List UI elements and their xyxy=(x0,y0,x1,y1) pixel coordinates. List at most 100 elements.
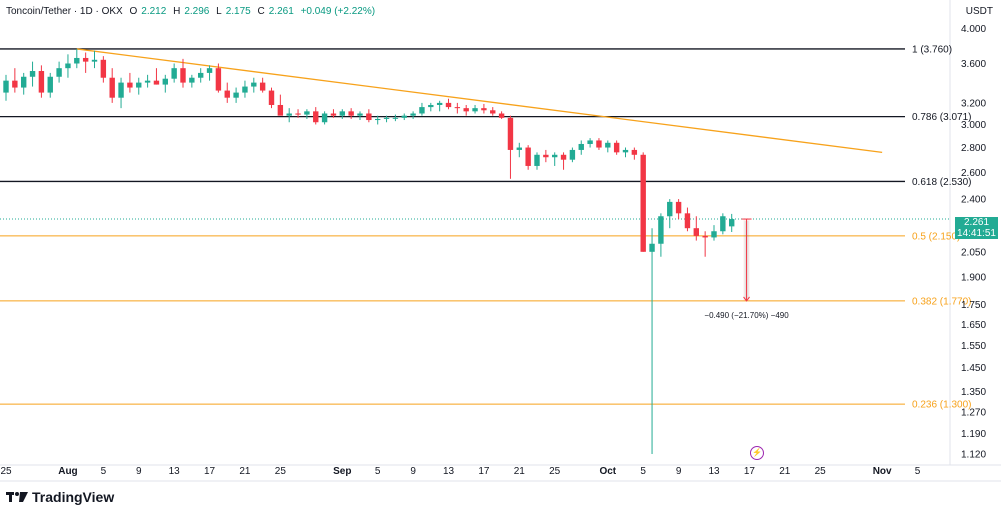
tradingview-logo: TradingView xyxy=(6,489,114,505)
candle xyxy=(436,100,443,112)
candle-body xyxy=(481,108,487,111)
candle xyxy=(251,77,257,93)
candle xyxy=(410,111,416,119)
candle-body xyxy=(304,111,310,115)
candle-body xyxy=(596,140,602,148)
candle xyxy=(47,72,53,98)
candle xyxy=(552,152,558,166)
candle xyxy=(605,140,611,153)
candle-body xyxy=(109,77,115,98)
bar-countdown: 14:41:51 xyxy=(957,228,996,239)
time-tick-label: 9 xyxy=(410,466,416,477)
candle xyxy=(463,104,469,116)
candle xyxy=(233,87,239,103)
candle xyxy=(136,77,142,95)
candle-body xyxy=(419,107,425,114)
time-tick-label: 25 xyxy=(815,466,827,477)
candle xyxy=(357,111,363,121)
candle xyxy=(401,113,407,121)
candle-body xyxy=(21,76,27,88)
candle-body xyxy=(516,147,522,150)
close-value: 2.261 xyxy=(268,6,294,17)
price-tick-label: 1.270 xyxy=(961,407,986,418)
time-tick-label: 21 xyxy=(514,466,526,477)
candle-body xyxy=(534,154,540,166)
candle-body xyxy=(702,235,708,238)
low-label: L xyxy=(216,6,222,17)
candle-body xyxy=(321,113,328,123)
candle xyxy=(38,65,45,98)
change-value: +0.049 (+2.22%) xyxy=(300,6,376,17)
fib-level-label: 0.786 (3.071) xyxy=(912,112,972,123)
candle-body xyxy=(259,82,266,91)
fib-level-label: 0.382 (1.770) xyxy=(912,296,972,307)
candle-body xyxy=(675,201,682,214)
candle-body xyxy=(162,78,168,85)
candle xyxy=(640,152,646,252)
candle xyxy=(259,77,266,93)
candle-body xyxy=(127,82,133,88)
candle xyxy=(383,115,390,123)
time-tick-label: 9 xyxy=(136,466,142,477)
candle-body xyxy=(613,142,620,153)
candle-body xyxy=(171,68,177,79)
price-tick-label: 1.650 xyxy=(961,320,986,331)
candle-body xyxy=(339,111,345,116)
candle xyxy=(348,108,354,119)
candle xyxy=(622,147,629,158)
time-tick-label: Aug xyxy=(58,466,77,477)
candle xyxy=(56,61,62,83)
candle-body xyxy=(463,108,469,112)
candle-body xyxy=(118,82,124,98)
candle xyxy=(118,77,124,109)
candle xyxy=(91,50,98,69)
price-tick-label: 1.900 xyxy=(961,273,986,284)
candle xyxy=(684,207,691,232)
high-label: H xyxy=(173,6,181,17)
candle xyxy=(729,213,735,233)
candle xyxy=(392,114,399,122)
price-tick-label: 2.800 xyxy=(961,143,986,154)
candle xyxy=(295,109,301,118)
candle xyxy=(649,228,655,454)
candle-body xyxy=(410,113,416,116)
time-tick-label: 25 xyxy=(275,466,287,477)
candle xyxy=(127,72,133,93)
candle-body xyxy=(525,147,531,166)
candle xyxy=(100,56,107,83)
candle xyxy=(534,152,540,170)
candle xyxy=(82,52,89,73)
candle xyxy=(21,72,27,95)
candle xyxy=(171,63,177,83)
tradingview-mark-icon xyxy=(6,492,28,502)
candle xyxy=(525,145,531,170)
candle xyxy=(339,109,345,119)
candle-body xyxy=(622,149,629,153)
candle xyxy=(587,138,593,148)
candle-body xyxy=(649,243,655,252)
candle-body xyxy=(47,76,53,93)
candle-body xyxy=(401,115,407,118)
last-price: 2.261 xyxy=(963,217,990,228)
candle-body xyxy=(631,149,638,155)
flash-icon[interactable]: ⚡ xyxy=(750,446,764,460)
candle-body xyxy=(144,80,151,83)
price-tick-label: 3.600 xyxy=(961,59,986,70)
candle-body xyxy=(330,113,337,116)
candle xyxy=(498,111,505,119)
candle xyxy=(215,63,222,93)
time-tick-label: 21 xyxy=(779,466,791,477)
candle-body xyxy=(65,63,71,69)
time-tick-label: 5 xyxy=(101,466,107,477)
candle xyxy=(12,68,18,93)
candle-body xyxy=(277,104,284,116)
candle-body xyxy=(552,154,558,158)
candle xyxy=(667,199,673,229)
candle-body xyxy=(313,111,319,123)
candle-body xyxy=(578,143,584,150)
candle-body xyxy=(295,113,301,115)
candle xyxy=(180,58,186,88)
open-value: 2.212 xyxy=(141,6,167,17)
candle xyxy=(419,102,425,116)
